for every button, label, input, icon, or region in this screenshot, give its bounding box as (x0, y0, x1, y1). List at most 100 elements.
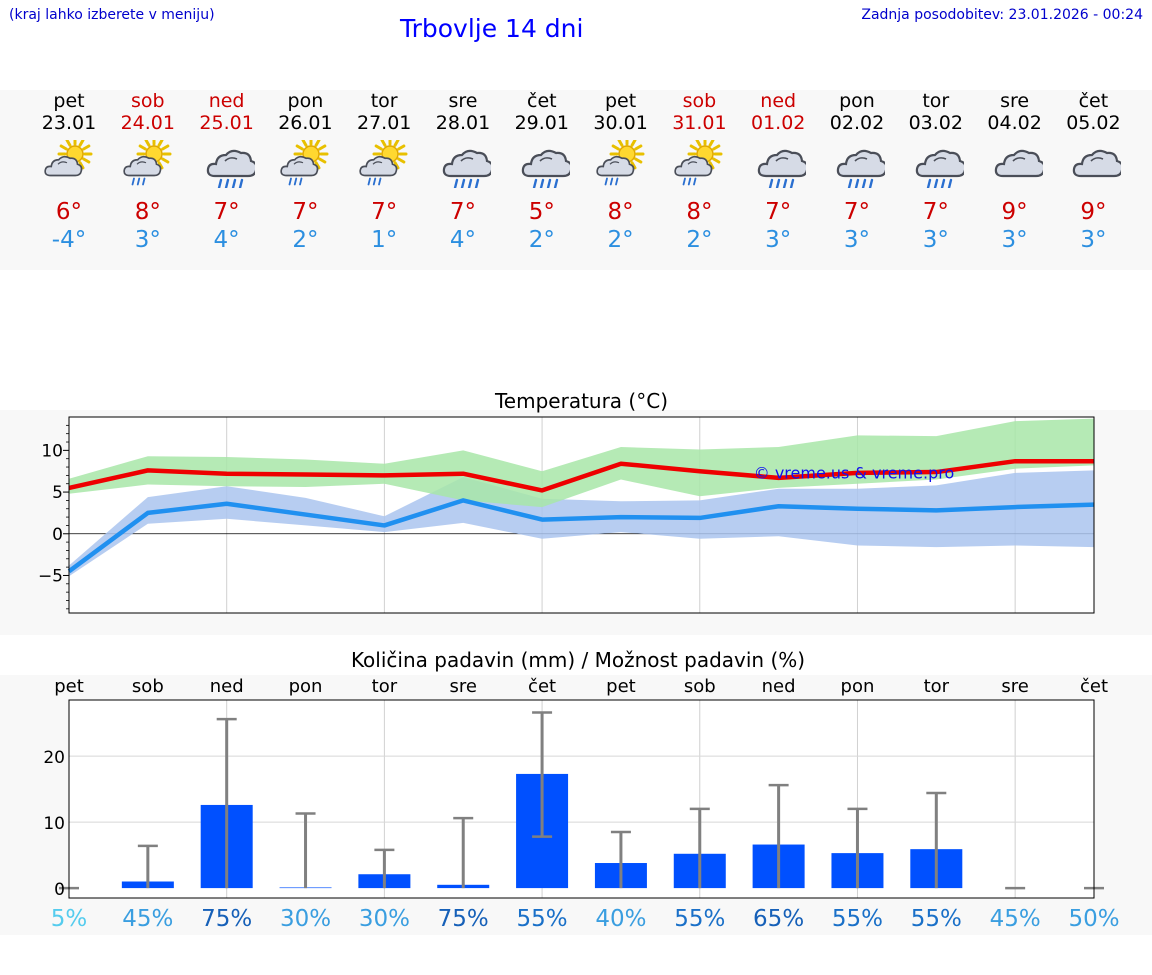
cloud-rain-icon (442, 149, 491, 188)
precip-probability: 40% (595, 906, 646, 932)
max-temperature: 7° (922, 199, 949, 225)
sun-cloud-rain-icon (595, 140, 645, 186)
precip-probability: 50% (1068, 906, 1119, 932)
precip-probability: 75% (201, 906, 252, 932)
forecast-day: pon 02.02 7° 3° (819, 90, 895, 254)
y-tick-label: 5 (52, 483, 63, 503)
day-date: 28.01 (435, 112, 491, 134)
category-label: sob (132, 676, 164, 697)
day-date: 02.02 (829, 112, 885, 134)
day-name: ned (760, 90, 797, 112)
cloud-icon (1073, 149, 1122, 178)
day-date: 25.01 (199, 112, 254, 134)
day-date: 23.01 (41, 112, 97, 134)
day-name: sob (131, 90, 165, 112)
max-temperature: 8° (686, 199, 713, 225)
max-temperature: 9° (1080, 199, 1107, 225)
plot-frame (68, 699, 1095, 899)
forecast-day: pet 30.01 8° 2° (583, 90, 659, 254)
day-date: 24.01 (120, 112, 175, 134)
forecast-day: tor 03.02 7° 3° (898, 90, 974, 254)
watermark: © vreme.us & vreme.pro (754, 464, 955, 483)
location-menu-hint[interactable]: (kraj lahko izberete v meniju) (9, 7, 215, 23)
min-temperature: 3° (922, 227, 949, 253)
precip-probability: 30% (280, 906, 331, 932)
cloud-rain-icon (521, 149, 570, 188)
sun-cloud-rain-icon (123, 140, 172, 186)
page-title: Trbovlje 14 dni (400, 14, 584, 43)
sun-cloud-rain-icon (359, 140, 408, 186)
max-temp-line (68, 458, 1094, 493)
min-temperature: 2° (528, 227, 555, 253)
temperature-chart-title: Temperatura (°C) (494, 389, 668, 413)
day-name: pon (839, 90, 875, 112)
day-name: pon (287, 90, 324, 112)
max-temperature: 7° (292, 199, 319, 225)
forecast-day: sob 31.01 8° 2° (661, 90, 737, 254)
max-temperature: 8° (134, 199, 161, 225)
cloud-rain-icon (836, 149, 885, 188)
category-label: pon (289, 676, 323, 697)
forecast-day: pon 26.01 7° 2° (267, 90, 343, 254)
y-tick-label: 10 (43, 814, 65, 834)
min-temperature: 4° (213, 227, 240, 253)
temperature-chart: Temperatura (°C) © vreme.us & vreme.pro 10… (38, 389, 1095, 614)
y-tick-label: 0 (54, 880, 65, 900)
forecast-day: ned 01.02 7° 3° (740, 90, 816, 254)
cloud-rain-icon (915, 149, 964, 188)
day-date: 26.01 (278, 112, 333, 134)
day-name: pet (604, 90, 637, 112)
max-temperature: 7° (449, 199, 477, 225)
precip-probability: 55% (911, 906, 962, 932)
precip-probability: 30% (359, 906, 410, 932)
day-name: tor (922, 90, 950, 112)
min-temperature: 2° (607, 227, 634, 253)
day-date: 01.02 (750, 112, 806, 134)
min-temperature: 1° (371, 227, 398, 253)
day-name: pet (53, 90, 85, 112)
day-name: sre (448, 90, 478, 112)
forecast-day: sre 04.02 9° 3° (977, 90, 1053, 254)
category-label: čet (1080, 676, 1108, 697)
max-temperature: 5° (528, 199, 555, 225)
day-date: 04.02 (987, 112, 1042, 134)
min-temperature: 3° (1080, 227, 1107, 253)
max-temperature: 6° (55, 199, 83, 225)
category-label: tor (372, 676, 398, 697)
category-label: pet (54, 676, 84, 697)
min-temperature: 3° (1001, 227, 1028, 253)
category-label: sre (449, 676, 476, 697)
min-temp-band (69, 470, 1094, 577)
precip-probability: 5% (51, 906, 88, 932)
min-temp-line (67, 498, 1095, 574)
forecast-band (0, 90, 1152, 270)
y-tick-label: −5 (38, 566, 63, 586)
sun-cloud-rain-icon (674, 140, 723, 186)
max-temperature: 7° (371, 199, 398, 225)
plot-frame (68, 416, 1095, 614)
day-name: čet (527, 90, 557, 112)
category-label: pon (841, 676, 875, 697)
forecast-day: tor 27.01 7° 1° (346, 90, 422, 254)
category-label: ned (210, 676, 244, 697)
spacer-band (0, 270, 1152, 366)
cloud-rain-icon (757, 149, 807, 188)
day-date: 30.01 (593, 112, 648, 134)
last-updated: Zadnja posodobitev: 23.01.2026 - 00:24 (861, 7, 1143, 23)
category-label: sre (1001, 676, 1028, 697)
category-label: pet (606, 676, 636, 697)
precip-probability: 55% (517, 906, 568, 932)
day-name: čet (1078, 90, 1109, 112)
forecast-day: pet 23.01 6° -4° (31, 90, 107, 254)
y-tick-label: 0 (52, 525, 63, 545)
precip-probability: 55% (674, 906, 725, 932)
y-tick-label: 10 (41, 441, 63, 461)
category-label: tor (924, 676, 950, 697)
max-temperature: 7° (213, 199, 240, 225)
forecast-day: čet 05.02 9° 3° (1055, 90, 1131, 254)
precip-probability: 45% (122, 906, 173, 932)
max-temperature: 7° (765, 199, 792, 225)
precip-probability: 75% (438, 906, 489, 932)
max-temperature: 8° (607, 199, 634, 225)
sun-cloud-rain-icon (280, 140, 329, 186)
